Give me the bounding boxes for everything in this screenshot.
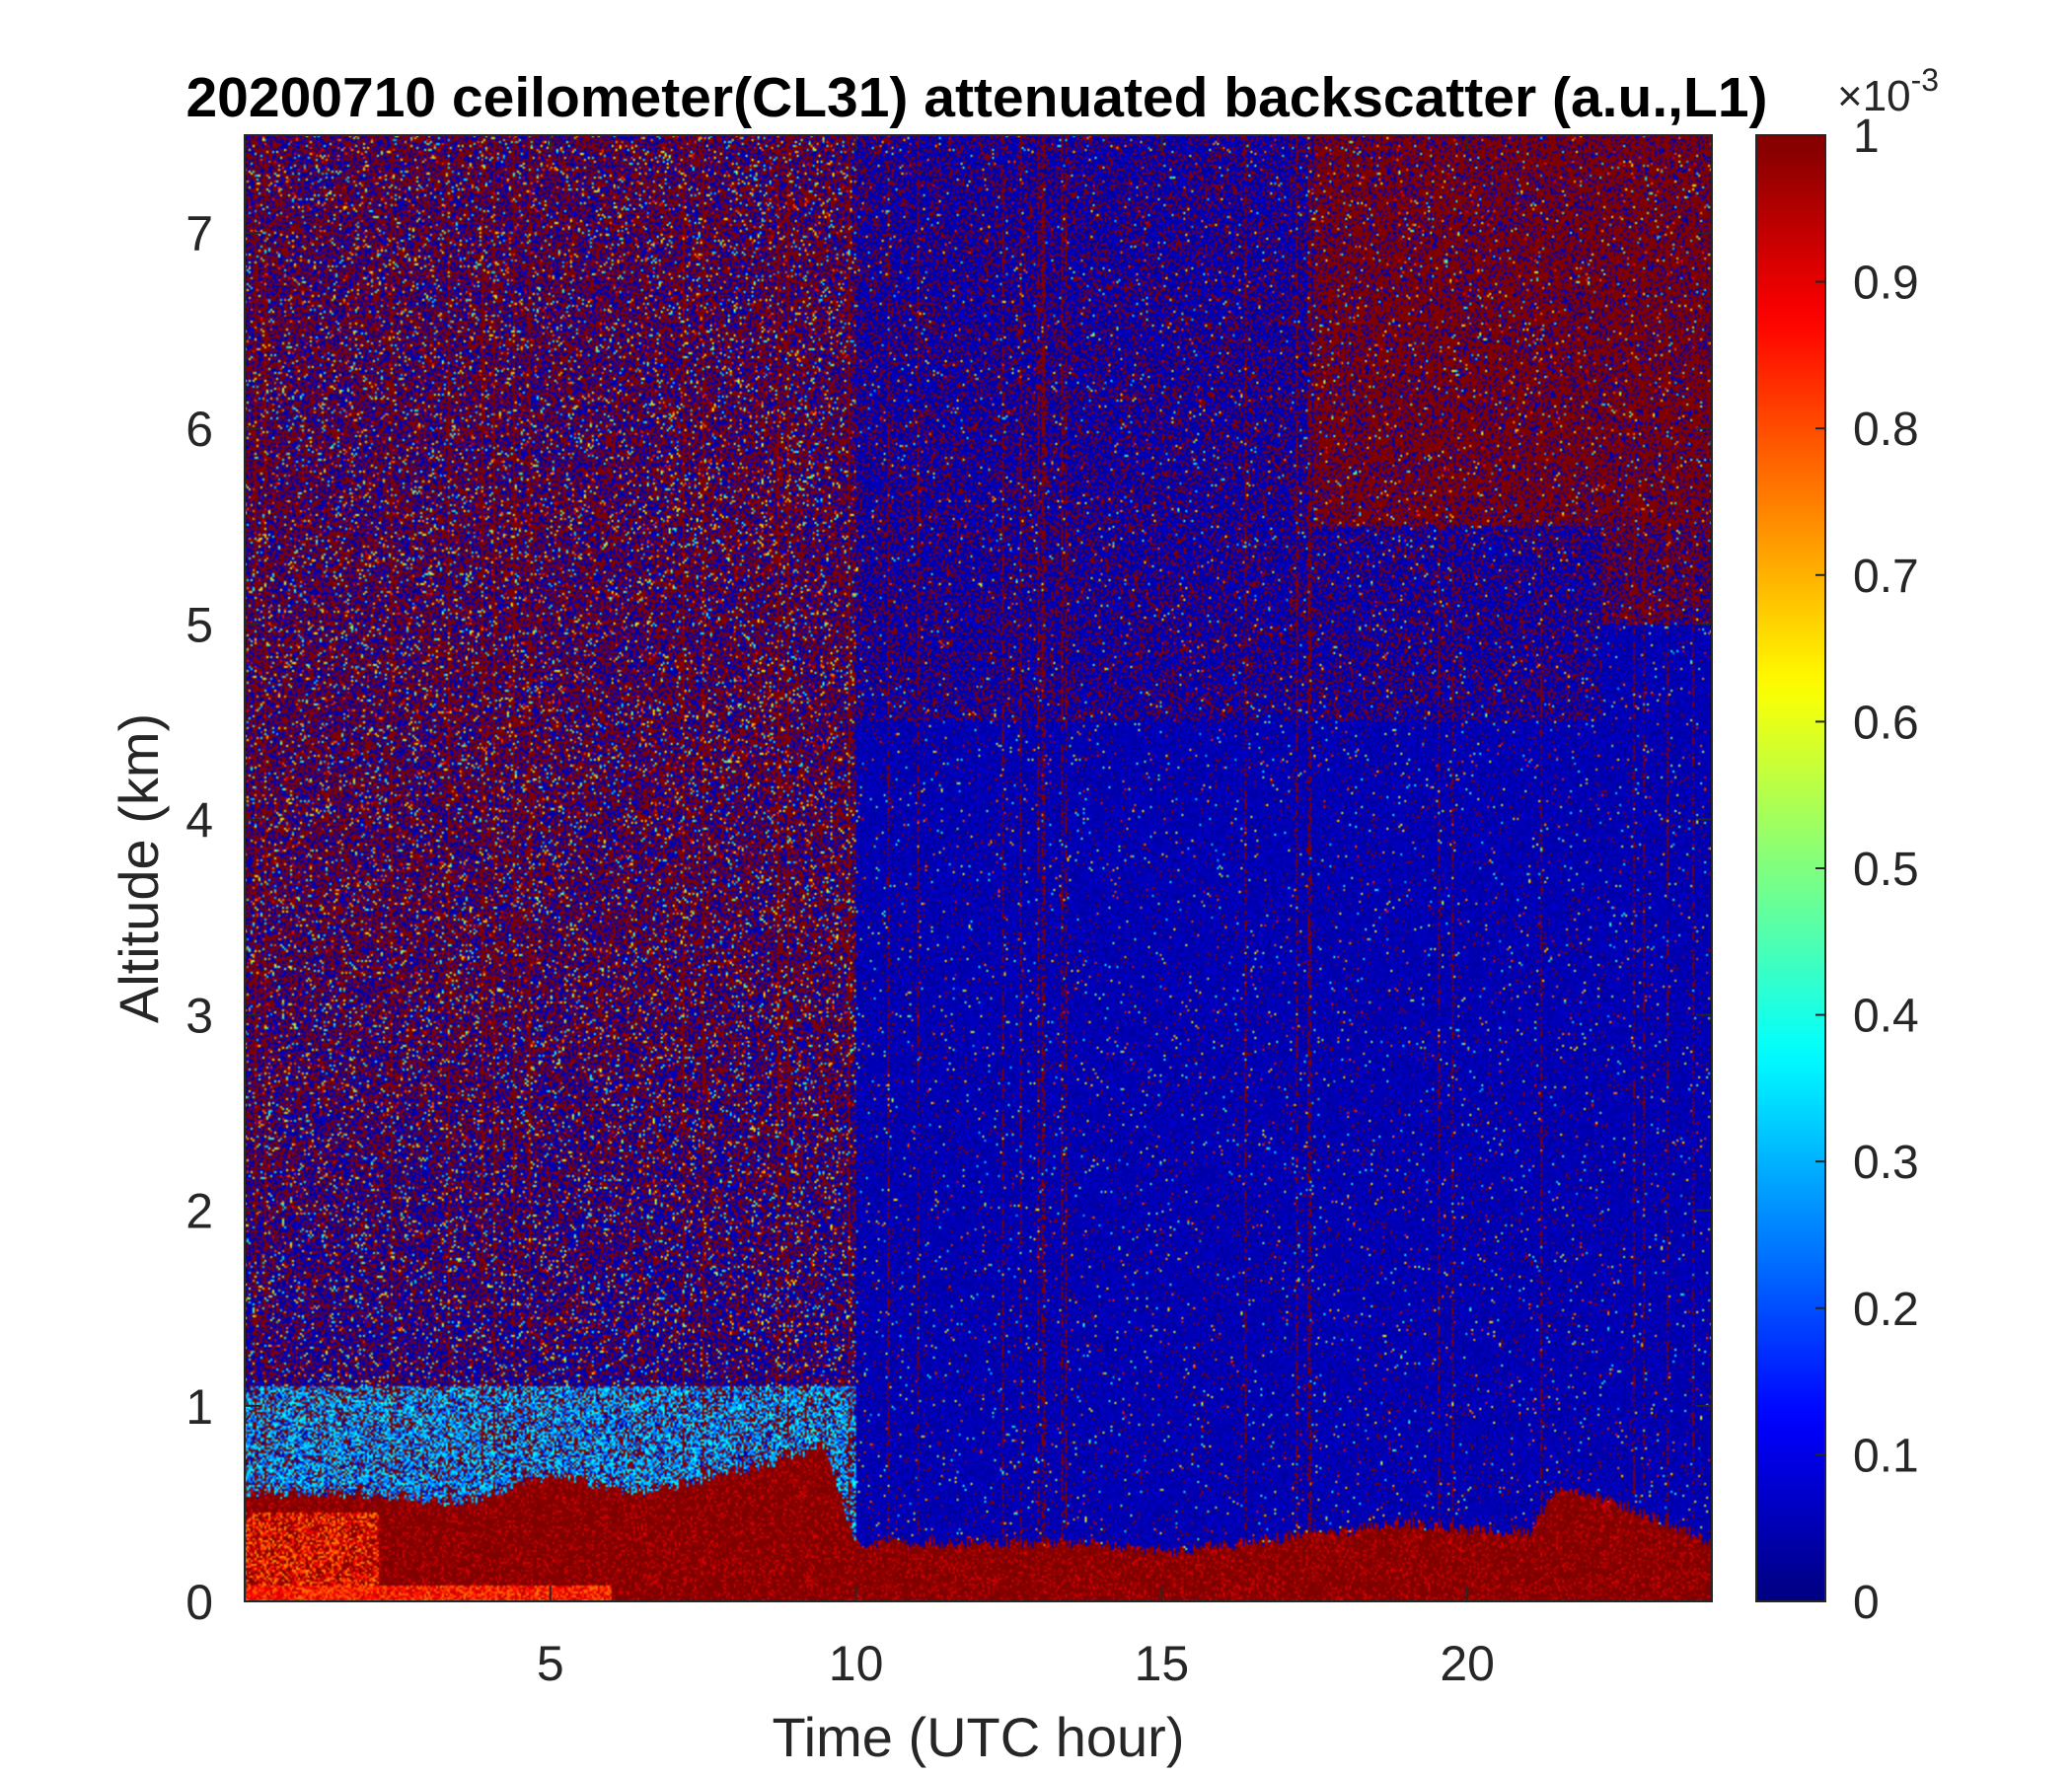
colorbar-tick-label: 0.2: [1853, 1284, 1919, 1336]
colorbar-tick-label: 0.7: [1853, 551, 1919, 603]
y-tick-label: 3: [185, 989, 213, 1044]
colorbar-tick-label: 0.6: [1853, 697, 1919, 749]
x-tick-label: 20: [1440, 1636, 1495, 1691]
plot-area: [245, 135, 1712, 1601]
y-tick-label: 6: [185, 402, 213, 457]
x-tick-label: 5: [537, 1636, 564, 1691]
y-tick-label: 5: [185, 597, 213, 652]
y-tick-label: 0: [185, 1575, 213, 1630]
tick-labels: 5 10 15 20 0 1 2 3 4 5 6 7 0 0.1 0.2 0.3 0.4 0.5 0.6 0.7 0.8…: [185, 111, 1919, 1691]
x-axis-label: Time (UTC hour): [773, 1706, 1185, 1768]
colorbar-exponent-power: -3: [1911, 62, 1939, 98]
colorbar-tick-label: 0: [1853, 1577, 1880, 1629]
axes: [244, 134, 1826, 1602]
y-tick-label: 1: [185, 1379, 213, 1435]
colorbar-gradient: [1756, 135, 1825, 1601]
colorbar-exponent-base: ×10: [1837, 72, 1911, 120]
colorbar-tick-label: 0.9: [1853, 258, 1919, 310]
colorbar-tick-label: 0.3: [1853, 1137, 1919, 1189]
y-tick-label: 2: [185, 1184, 213, 1239]
x-tick-label: 15: [1135, 1636, 1190, 1691]
colorbar-tick-label: 0.4: [1853, 991, 1919, 1043]
colorbar-exponent: ×10-3: [1837, 62, 1939, 120]
colorbar: [1756, 135, 1825, 1601]
x-tick-label: 10: [829, 1636, 884, 1691]
backscatter-heatmap: [245, 135, 1712, 1601]
chart-title: 20200710 ceilometer(CL31) attenuated bac…: [185, 66, 1767, 129]
colorbar-tick-label: 1: [1853, 111, 1880, 163]
colorbar-tick-label: 0.5: [1853, 844, 1919, 896]
y-axis-label: Altitude (km): [108, 713, 170, 1023]
colorbar-tick-label: 0.1: [1853, 1430, 1919, 1482]
y-tick-label: 7: [185, 206, 213, 261]
plot-frame: [244, 134, 1713, 1602]
colorbar-tick-label: 0.8: [1853, 404, 1919, 456]
y-tick-label: 4: [185, 792, 213, 848]
